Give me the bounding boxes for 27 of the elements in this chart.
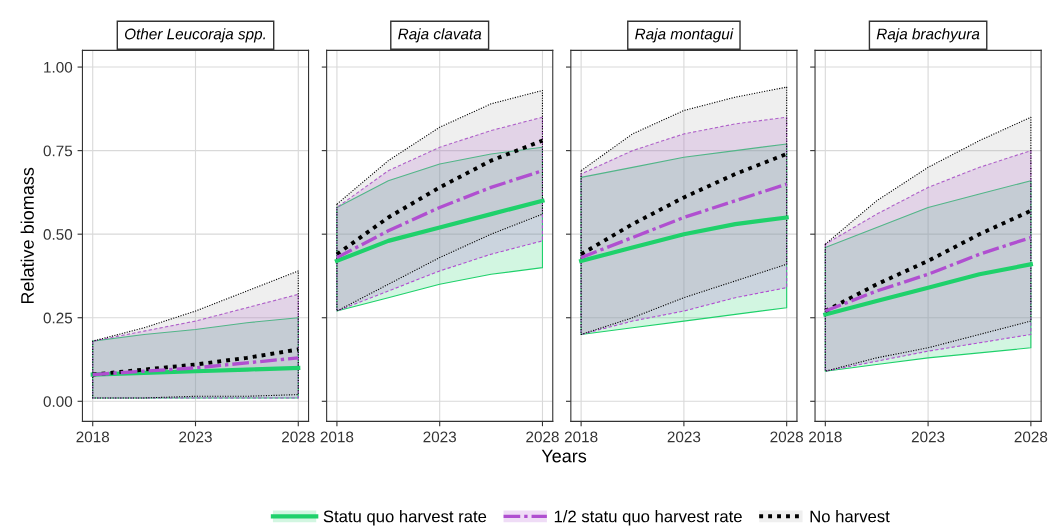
line-series	[91, 356, 300, 377]
y-tick-label: 0.25	[43, 312, 73, 324]
x-tick-label: 2023	[667, 431, 701, 443]
x-tick-label: 2018	[320, 431, 354, 443]
x-tick-label: 2023	[911, 431, 945, 443]
x-tick-label: 2023	[179, 431, 212, 443]
x-tick-label: 2028	[1014, 431, 1048, 443]
y-tick-label: 0.75	[43, 145, 73, 157]
x-tick-label: 2028	[770, 431, 803, 443]
y-axis-title: Relative biomass	[20, 167, 34, 304]
x-tick-label: 2028	[526, 431, 559, 443]
y-tick-label: 0.50	[43, 229, 73, 240]
legend-label: No harvest	[810, 510, 890, 523]
x-tick-label: 2028	[282, 431, 315, 443]
legend-label: Statu quo harvest rate	[323, 510, 487, 526]
x-axis-title: Years	[541, 449, 587, 463]
x-tick-label: 2018	[809, 431, 842, 443]
chart-title: Other Leucoraja spp.	[125, 28, 265, 43]
chart-title: Raja brachyura	[876, 28, 980, 43]
legend-label: 1/2 statu quo harvest rate	[554, 510, 742, 526]
y-tick-label: 1.00	[44, 61, 73, 73]
x-tick-label: 2018	[564, 431, 598, 443]
x-tick-label: 2018	[76, 431, 110, 443]
x-tick-label: 2023	[423, 431, 457, 443]
y-tick-label: 0.00	[43, 396, 73, 407]
chart-title: Raja clavata	[398, 28, 482, 43]
chart-title: Raja montagui	[635, 28, 734, 43]
